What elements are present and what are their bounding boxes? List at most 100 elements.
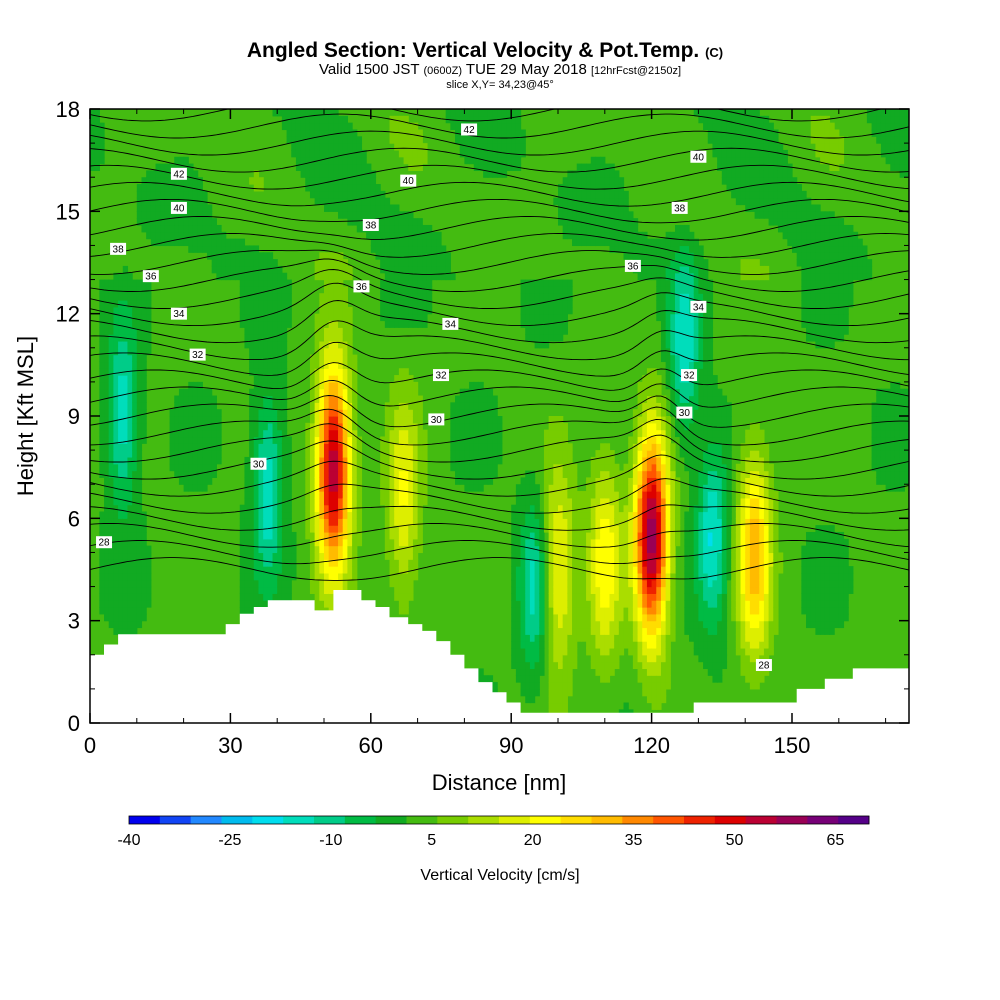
field-cell <box>553 429 559 438</box>
field-cell <box>277 463 283 472</box>
field-cell <box>581 491 587 499</box>
field-cell <box>581 231 587 240</box>
field-cell <box>272 422 278 431</box>
field-cell <box>646 675 653 683</box>
field-cell <box>207 422 213 431</box>
field-cell <box>487 143 494 151</box>
field-cell <box>328 115 334 124</box>
field-cell <box>628 531 634 540</box>
field-cell <box>328 422 334 431</box>
field-cell <box>675 259 681 267</box>
field-cell <box>656 675 662 683</box>
field-cell <box>342 347 348 356</box>
field-cell <box>356 518 363 526</box>
field-cell <box>614 484 620 492</box>
field-cell <box>632 538 639 547</box>
field-cell <box>249 327 255 335</box>
field-cell <box>656 491 662 499</box>
field-cell <box>324 572 330 581</box>
field-cell <box>408 265 414 274</box>
field-cell <box>99 156 105 165</box>
field-cell <box>581 572 587 581</box>
field-cell <box>356 190 363 199</box>
field-cell <box>525 627 531 635</box>
field-cell <box>333 340 339 349</box>
field-cell <box>670 518 676 526</box>
field-cell <box>618 552 625 560</box>
field-cell <box>104 327 110 335</box>
field-cell <box>380 245 386 253</box>
field-cell <box>375 197 381 206</box>
field-cell <box>600 552 606 560</box>
field-cell <box>361 184 367 192</box>
field-cell <box>548 600 554 608</box>
field-cell <box>319 538 325 547</box>
field-cell <box>281 566 288 574</box>
field-cell <box>609 477 615 485</box>
field-cell <box>558 313 564 322</box>
field-cell <box>309 156 316 165</box>
field-cell <box>389 559 395 567</box>
field-cell <box>324 559 330 567</box>
field-cell <box>319 504 325 513</box>
field-cell <box>539 300 545 308</box>
field-cell <box>656 272 662 281</box>
field-cell <box>281 477 288 485</box>
field-cell <box>473 163 480 171</box>
field-cell <box>253 245 260 253</box>
field-cell <box>202 470 208 478</box>
field-cell <box>558 443 564 451</box>
field-cell <box>277 265 283 274</box>
field-cell <box>183 429 189 438</box>
field-cell <box>604 177 611 185</box>
field-cell <box>511 634 517 642</box>
field-cell <box>614 654 620 663</box>
field-cell <box>384 293 391 301</box>
field-cell <box>534 279 540 287</box>
field-cell <box>572 600 578 608</box>
field-cell <box>492 156 498 165</box>
field-cell <box>324 525 330 533</box>
field-cell <box>192 477 199 485</box>
field-cell <box>127 416 133 424</box>
field-cell <box>483 122 489 131</box>
field-cell <box>398 402 405 410</box>
field-cell <box>623 190 629 199</box>
field-cell <box>539 593 545 601</box>
field-cell <box>525 504 531 513</box>
field-cell <box>272 593 278 601</box>
field-cell <box>141 204 147 212</box>
field-cell <box>94 156 100 165</box>
field-cell <box>412 402 419 410</box>
field-cell <box>417 463 423 472</box>
field-cell <box>216 416 222 424</box>
field-cell <box>656 525 662 533</box>
field-cell <box>146 306 152 315</box>
field-cell <box>408 136 414 144</box>
field-cell <box>464 470 470 478</box>
field-cell <box>309 122 316 131</box>
field-cell <box>108 470 114 478</box>
field-cell <box>309 402 316 410</box>
field-cell <box>94 115 100 124</box>
field-cell <box>99 586 105 594</box>
field-cell <box>118 586 124 594</box>
field-cell <box>543 300 550 308</box>
field-cell <box>197 224 203 233</box>
field-cell <box>136 600 143 608</box>
field-cell <box>590 641 597 649</box>
field-cell <box>281 347 288 356</box>
field-cell <box>352 463 358 472</box>
field-cell <box>394 224 400 233</box>
field-cell <box>347 491 353 499</box>
field-cell <box>497 422 503 431</box>
field-cell <box>567 231 573 240</box>
field-cell <box>525 511 531 519</box>
field-cell <box>618 600 625 608</box>
field-cell <box>637 572 643 581</box>
field-cell <box>263 586 269 594</box>
field-cell <box>436 245 442 253</box>
field-cell <box>651 620 657 629</box>
field-cell <box>249 511 255 519</box>
field-cell <box>207 218 213 226</box>
